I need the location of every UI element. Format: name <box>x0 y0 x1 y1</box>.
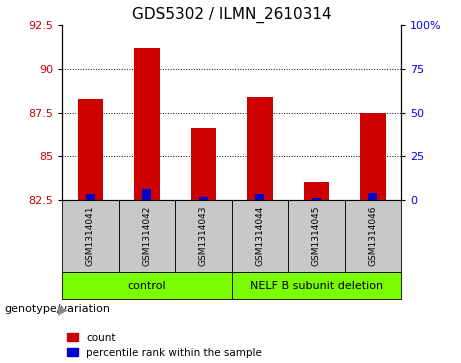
Bar <box>255 193 264 200</box>
Bar <box>142 189 151 200</box>
Bar <box>368 193 377 200</box>
FancyBboxPatch shape <box>62 272 231 299</box>
Text: GSM1314043: GSM1314043 <box>199 206 208 266</box>
Bar <box>312 198 321 200</box>
Text: GSM1314044: GSM1314044 <box>255 206 265 266</box>
Text: GSM1314046: GSM1314046 <box>368 206 378 266</box>
Legend: count, percentile rank within the sample: count, percentile rank within the sample <box>67 333 262 358</box>
Text: GSM1314041: GSM1314041 <box>86 206 95 266</box>
Bar <box>360 113 385 200</box>
FancyBboxPatch shape <box>231 200 288 272</box>
FancyBboxPatch shape <box>231 272 401 299</box>
FancyBboxPatch shape <box>118 200 175 272</box>
Bar <box>134 48 160 200</box>
Text: control: control <box>128 281 166 291</box>
Bar <box>199 197 208 200</box>
FancyBboxPatch shape <box>288 200 344 272</box>
Bar <box>191 128 216 200</box>
Text: NELF B subunit deletion: NELF B subunit deletion <box>250 281 383 291</box>
Bar <box>86 193 95 200</box>
Text: GSM1314045: GSM1314045 <box>312 206 321 266</box>
FancyBboxPatch shape <box>175 200 231 272</box>
Text: ▶: ▶ <box>58 303 67 316</box>
Text: GSM1314042: GSM1314042 <box>142 206 152 266</box>
Text: genotype/variation: genotype/variation <box>5 305 111 314</box>
FancyBboxPatch shape <box>62 200 118 272</box>
Bar <box>78 99 103 200</box>
FancyBboxPatch shape <box>344 200 401 272</box>
Bar <box>247 97 272 200</box>
Bar <box>304 182 329 200</box>
Title: GDS5302 / ILMN_2610314: GDS5302 / ILMN_2610314 <box>132 7 331 23</box>
